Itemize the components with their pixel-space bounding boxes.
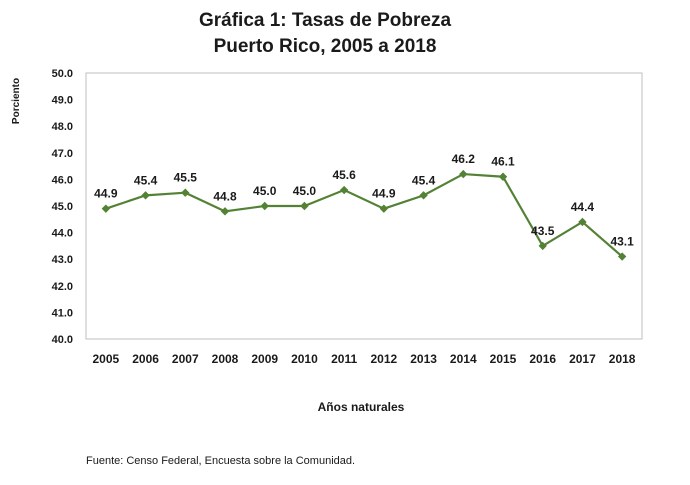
- data-label: 44.9: [372, 187, 396, 201]
- data-markers: [101, 169, 627, 261]
- chart-title: Gráfica 1: Tasas de Pobreza: [198, 10, 452, 31]
- x-tick-label: 2015: [490, 352, 517, 366]
- data-point-marker: [141, 191, 150, 200]
- data-point-marker: [379, 204, 389, 213]
- x-tick-label: 2007: [172, 352, 199, 366]
- data-label: 45.0: [253, 184, 277, 198]
- x-tick-label: 2017: [569, 352, 596, 366]
- data-point-marker: [260, 201, 269, 211]
- data-point-marker: [617, 252, 627, 261]
- y-tick-label: 40.0: [52, 334, 73, 346]
- x-tick-label: 2018: [609, 352, 636, 366]
- data-point-marker: [181, 188, 190, 197]
- series-line: [105, 172, 623, 258]
- x-tick-label: 2013: [410, 352, 437, 366]
- y-tick-label: 45.0: [52, 201, 73, 213]
- data-label: 45.6: [332, 168, 356, 182]
- data-label: 43.5: [531, 224, 555, 238]
- y-tick-label: 42.0: [52, 281, 73, 293]
- data-point-marker: [459, 169, 468, 179]
- y-tick-label: 47.0: [52, 148, 73, 160]
- data-point-marker: [101, 204, 111, 213]
- x-axis-title: Años naturales: [318, 400, 405, 414]
- y-axis-title: Porciento: [11, 78, 22, 124]
- y-tick-label: 41.0: [52, 307, 73, 319]
- x-tick-label: 2010: [291, 352, 318, 366]
- x-tick-label: 2012: [371, 352, 398, 366]
- x-tick-label: 2014: [450, 352, 477, 366]
- data-label: 45.4: [412, 173, 436, 187]
- x-tick-label: 2006: [132, 352, 159, 366]
- x-tick-label: 2016: [529, 352, 556, 366]
- data-label: 46.1: [491, 155, 515, 169]
- data-label: 45.0: [293, 184, 317, 198]
- source-note: Fuente: Censo Federal, Encuesta sobre la…: [86, 455, 356, 467]
- x-tick-label: 2009: [251, 352, 278, 366]
- data-label: 44.4: [571, 200, 595, 214]
- data-label: 45.4: [134, 173, 158, 187]
- y-axis-ticks: 40.0 41.0 42.0 43.0 44.0 45.0 46.0 47.0 48.0 49.0…: [52, 68, 73, 346]
- y-tick-label: 50.0: [52, 68, 73, 80]
- y-tick-label: 43.0: [52, 254, 73, 266]
- data-point-marker: [419, 191, 428, 200]
- y-tick-label: 44.0: [52, 228, 73, 240]
- plot-area: [85, 72, 643, 340]
- y-tick-label: 48.0: [52, 121, 73, 133]
- data-label: 46.2: [452, 152, 476, 166]
- x-tick-label: 2011: [331, 352, 357, 366]
- data-point-marker: [578, 217, 587, 227]
- data-label: 43.1: [610, 235, 634, 249]
- y-tick-label: 46.0: [52, 174, 73, 186]
- x-tick-label: 2005: [93, 352, 120, 366]
- y-tick-label: 49.0: [52, 95, 73, 107]
- data-point-marker: [220, 207, 230, 216]
- data-point-marker: [339, 185, 349, 195]
- data-label: 44.8: [213, 189, 237, 203]
- data-label: 44.9: [94, 187, 118, 201]
- data-label: 45.5: [174, 171, 198, 185]
- data-point-marker: [498, 172, 508, 181]
- x-tick-label: 2008: [212, 352, 239, 366]
- data-point-marker: [538, 241, 547, 251]
- x-axis-ticks: 2005 2006 2007 2008 2009 2010 2011 2012 2013 2014…: [93, 352, 636, 366]
- data-point-marker: [300, 201, 309, 211]
- data-labels: 44.9 45.4 45.5 44.8 45.0 45.0 45.6 44.9 45.4 46.2…: [94, 152, 634, 248]
- chart-subtitle: Puerto Rico, 2005 a 2018: [213, 36, 437, 57]
